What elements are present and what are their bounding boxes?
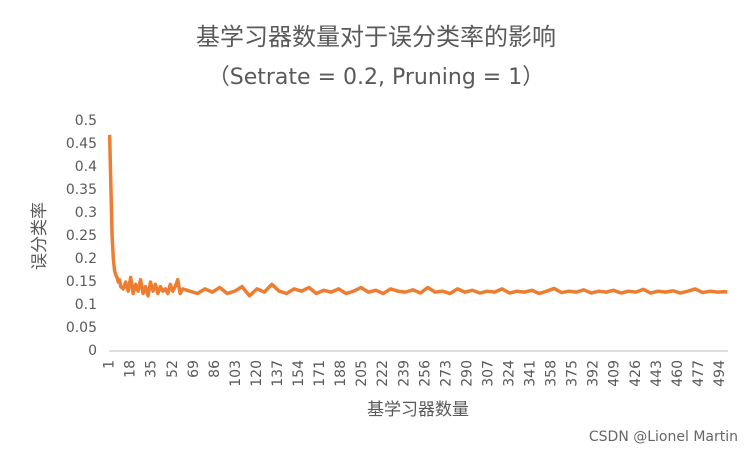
x-tick-label: 409 [607,360,623,387]
x-tick-label: 205 [354,360,370,387]
y-tick-label: 0.3 [75,205,97,221]
x-tick-label: 443 [649,360,665,387]
y-tick-label: 0.2 [75,251,97,267]
x-tick-label: 35 [144,360,160,378]
x-tick-label: 222 [375,360,391,387]
chart-title: 基学习器数量对于误分类率的影响 [196,23,556,51]
x-tick-label: 154 [291,360,307,387]
data-line [107,134,728,298]
x-tick-label: 290 [459,360,475,387]
x-tick-label: 256 [417,360,433,387]
watermark: CSDN @Lionel Martin [589,429,738,445]
y-tick-label: 0.25 [66,228,97,244]
x-tick-label: 171 [312,360,328,387]
y-tick-label: 0.35 [66,182,97,198]
x-tick-label: 460 [670,360,686,387]
y-tick-label: 0.45 [66,136,97,152]
y-tick-label: 0.4 [75,159,97,175]
chart-subtitle: （Setrate = 0.2, Pruning = 1） [208,65,544,90]
x-tick-label: 1 [102,360,118,369]
x-tick-label: 358 [544,360,560,387]
x-tick-label: 494 [712,360,728,387]
x-tick-label: 273 [438,360,454,387]
y-axis-label: 误分类率 [30,202,50,270]
y-tick-label: 0.5 [75,113,97,129]
x-tick-label: 103 [228,360,244,387]
x-tick-label: 341 [523,360,539,387]
x-tick-label: 375 [565,360,581,387]
y-tick-label: 0.05 [66,320,97,336]
x-tick-label: 307 [480,360,496,387]
y-tick-label: 0 [88,343,97,359]
y-tick-label: 0.1 [75,297,97,313]
x-tick-label: 239 [396,360,412,387]
x-tick-label: 120 [249,360,265,387]
x-tick-label: 477 [691,360,707,387]
x-tick-label: 137 [270,360,286,387]
x-tick-label: 86 [207,360,223,378]
x-axis-label: 基学习器数量 [367,400,469,420]
x-tick-label: 18 [123,360,139,378]
x-tick-label: 188 [333,360,349,387]
x-tick-label: 324 [501,360,517,387]
x-tick-label: 69 [186,360,202,378]
x-tick-label: 426 [628,360,644,387]
y-tick-label: 0.15 [66,274,97,290]
x-tick-label: 392 [586,360,602,387]
x-tick-label: 52 [165,360,181,378]
